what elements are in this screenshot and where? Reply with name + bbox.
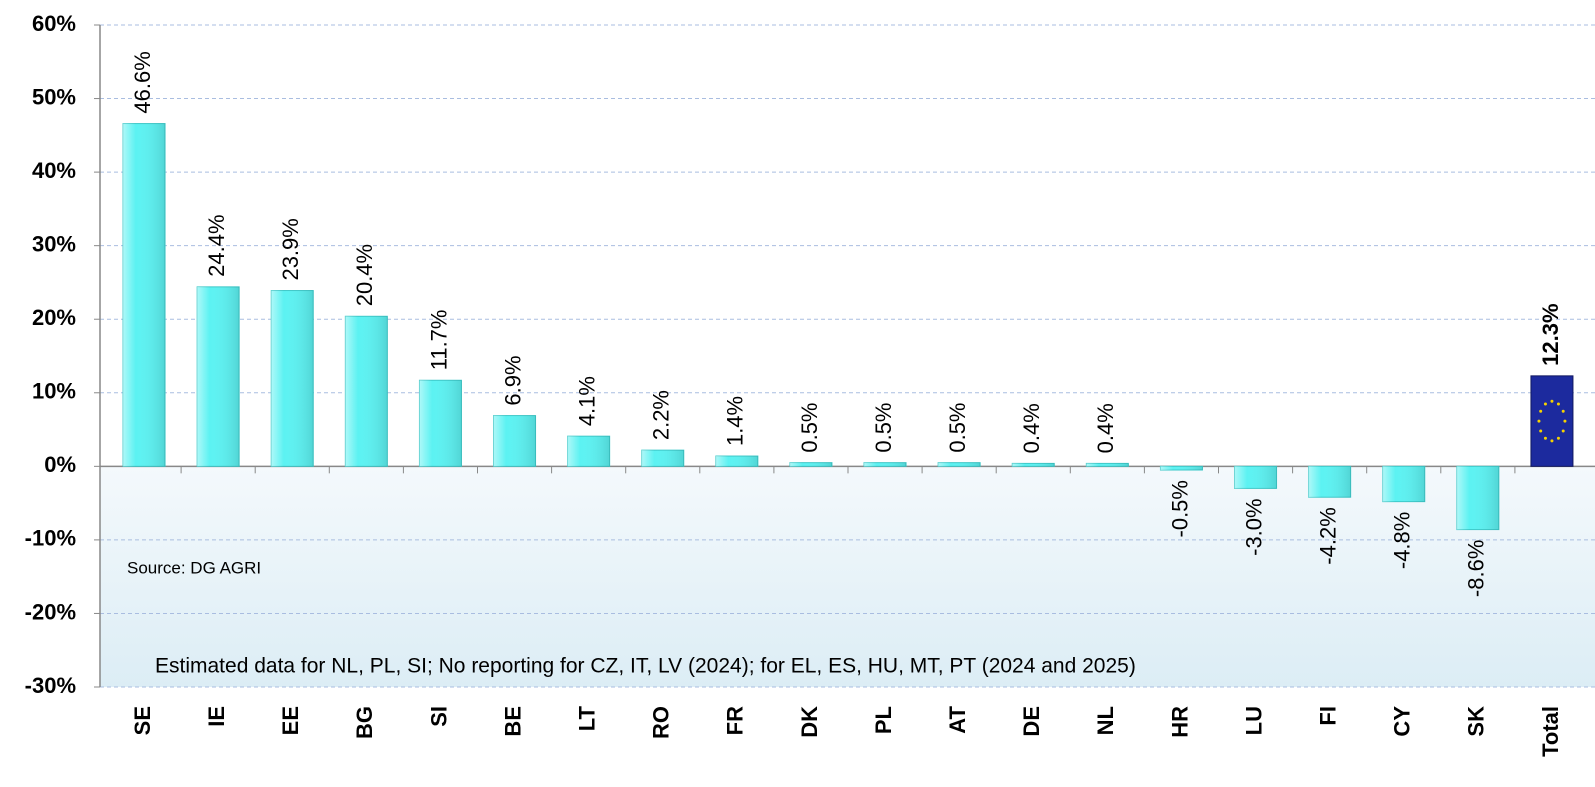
x-tick-label: AT	[945, 705, 970, 733]
x-tick-label: SK	[1464, 706, 1489, 737]
bar-shade	[197, 286, 240, 467]
value-label: 12.3%	[1538, 303, 1563, 365]
y-tick-label: -30%	[25, 673, 76, 698]
bar-shade	[1308, 466, 1351, 498]
flag-star	[1539, 429, 1543, 433]
flag-star	[1561, 429, 1565, 433]
x-tick-label: DK	[797, 706, 822, 738]
flag-star	[1556, 402, 1560, 406]
x-tick-label: HR	[1167, 706, 1192, 738]
x-tick-label: FR	[723, 706, 748, 735]
flag-star	[1550, 439, 1554, 443]
y-tick-label: -20%	[25, 599, 76, 624]
x-tick-label: RO	[649, 706, 674, 739]
x-tick-label: IE	[204, 706, 229, 727]
y-tick-label: 20%	[32, 305, 76, 330]
value-label: 6.9%	[500, 355, 525, 405]
value-label: 24.4%	[204, 214, 229, 276]
y-tick-label: 30%	[32, 231, 76, 256]
bar-shade	[567, 436, 610, 467]
flag-star	[1556, 436, 1560, 440]
flag-star	[1543, 402, 1547, 406]
value-label: 23.9%	[278, 218, 303, 280]
y-tick-label: 10%	[32, 379, 76, 404]
value-label: 11.7%	[426, 310, 451, 371]
x-tick-label: BE	[500, 706, 525, 737]
y-tick-label: 0%	[44, 452, 76, 477]
value-label: 0.4%	[1093, 403, 1118, 453]
bar-shade	[1234, 466, 1277, 489]
source: Source: DG AGRI	[127, 558, 261, 577]
bar-shade	[345, 316, 388, 467]
negative-area	[100, 466, 1595, 687]
y-tick-label: -10%	[25, 526, 76, 551]
x-tick-label: NL	[1093, 706, 1118, 735]
x-tick-label: SE	[130, 706, 155, 735]
bar-shade	[1382, 466, 1425, 502]
flag-star	[1537, 419, 1541, 423]
flag-star	[1543, 436, 1547, 440]
bar-shade	[1160, 466, 1203, 471]
bar	[1530, 375, 1574, 467]
value-label: 20.4%	[352, 244, 377, 306]
bar-shade	[938, 462, 981, 467]
x-tick-label: LU	[1241, 706, 1266, 735]
bar-shade	[271, 290, 314, 467]
bar-shade	[1012, 463, 1055, 467]
x-tick-label: EE	[278, 706, 303, 735]
bar-shade	[789, 462, 832, 467]
value-label: -3.0%	[1241, 498, 1266, 555]
y-tick-label: 50%	[32, 84, 76, 109]
value-label: 46.6%	[130, 51, 155, 113]
y-tick-label: 40%	[32, 158, 76, 183]
value-label: -4.2%	[1315, 507, 1340, 564]
bar-shade	[715, 456, 758, 467]
x-tick-label: SI	[426, 706, 451, 727]
value-label: 0.5%	[871, 402, 896, 452]
bar-shade	[419, 380, 462, 467]
bar-shade	[864, 462, 907, 467]
value-label: -0.5%	[1167, 480, 1192, 537]
bar-shade	[1456, 466, 1499, 530]
x-tick-label: BG	[352, 706, 377, 739]
value-label: 4.1%	[574, 376, 599, 426]
bar-shade	[123, 123, 166, 467]
x-tick-label: Total	[1538, 706, 1563, 757]
x-tick-label: PL	[871, 706, 896, 734]
value-label: 0.4%	[1019, 403, 1044, 453]
x-tick-label: LT	[574, 705, 599, 731]
bar-shade	[493, 415, 536, 467]
x-tick-label: FI	[1315, 706, 1340, 726]
x-tick-label: DE	[1019, 706, 1044, 737]
note: Estimated data for NL, PL, SI; No report…	[155, 655, 1136, 678]
flag-star	[1561, 409, 1565, 413]
value-label: -4.8%	[1390, 512, 1415, 569]
x-tick-label: CY	[1390, 706, 1415, 737]
value-label: -8.6%	[1464, 540, 1489, 597]
y-tick-label: 60%	[32, 11, 76, 36]
value-label: 0.5%	[945, 402, 970, 452]
bar-shade	[641, 450, 684, 467]
bar-shade	[1086, 463, 1129, 467]
flag-star	[1563, 419, 1567, 423]
flag-star	[1539, 409, 1543, 413]
value-label: 0.5%	[797, 402, 822, 452]
flag-star	[1550, 399, 1554, 403]
value-label: 2.2%	[649, 390, 674, 440]
value-label: 1.4%	[723, 396, 748, 446]
